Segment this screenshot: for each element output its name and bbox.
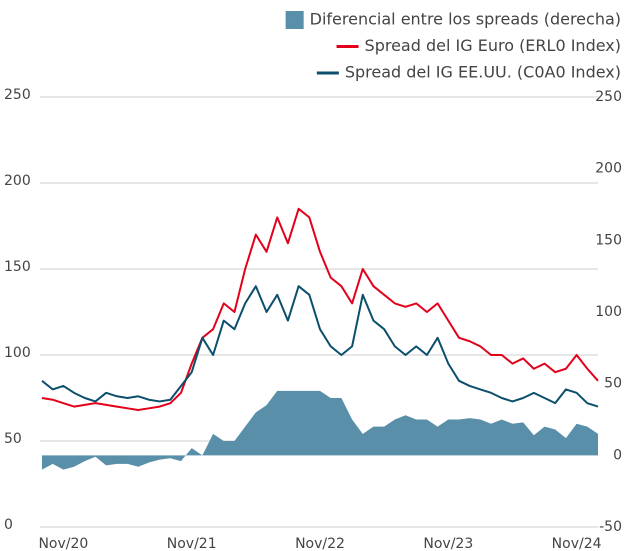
line (41, 285, 599, 408)
y-tick-label: 100 (4, 345, 31, 361)
y-tick-label: 0 (4, 517, 13, 533)
y2-tick-label: 50 (604, 376, 622, 392)
y2-tick-label: 200 (595, 161, 622, 177)
y-tick-label: 150 (4, 259, 31, 275)
x-tick-label: Nov/23 (423, 536, 473, 551)
y-tick-label: 250 (4, 87, 31, 103)
y2-tick-label: 100 (595, 304, 622, 320)
line (41, 207, 599, 412)
x-tick-label: Nov/21 (167, 536, 217, 551)
x-tick-label: Nov/22 (295, 536, 345, 551)
legend-swatch (285, 11, 304, 29)
y-tick-label: 50 (4, 431, 22, 447)
area (42, 390, 598, 470)
y2-tick-label: 150 (595, 232, 622, 248)
x-tick-label: Nov/24 (552, 536, 602, 551)
x-tick-label: Nov/20 (38, 536, 88, 551)
legend-label: Spread del IG Euro (ERL0 Index) (365, 36, 621, 55)
y-tick-label: 200 (4, 173, 31, 189)
legend-label: Diferencial entre los spreads (derecha) (310, 10, 621, 29)
y2-tick-label: 250 (595, 89, 622, 105)
y2-tick-label: -50 (599, 519, 622, 535)
legend-label: Spread del IG EE.UU. (C0A0 Index) (345, 63, 621, 82)
y2-tick-label: 0 (613, 447, 622, 463)
